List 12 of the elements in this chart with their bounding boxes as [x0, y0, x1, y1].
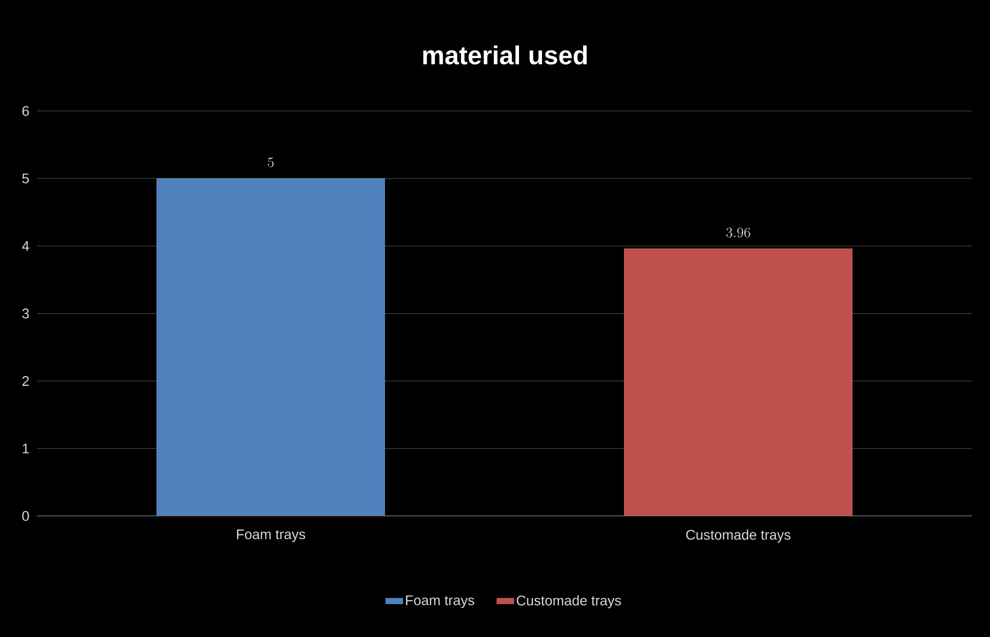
- chart-title: material used: [423, 45, 587, 64]
- y-tick-label: 5: [22, 174, 29, 184]
- y-tick-label: 6: [22, 106, 29, 116]
- legend-label: Customade trays: [516, 595, 621, 608]
- y-tick-label: 4: [22, 241, 30, 251]
- y-tick-label: 0: [22, 511, 29, 521]
- y-tick-label: 2: [22, 376, 29, 386]
- data-label: 5: [268, 157, 274, 168]
- y-tick-label: 1: [22, 444, 29, 454]
- legend-label: Foam trays: [406, 595, 474, 608]
- data-label: 3.96: [726, 228, 750, 238]
- y-tick-label: 3: [22, 308, 29, 318]
